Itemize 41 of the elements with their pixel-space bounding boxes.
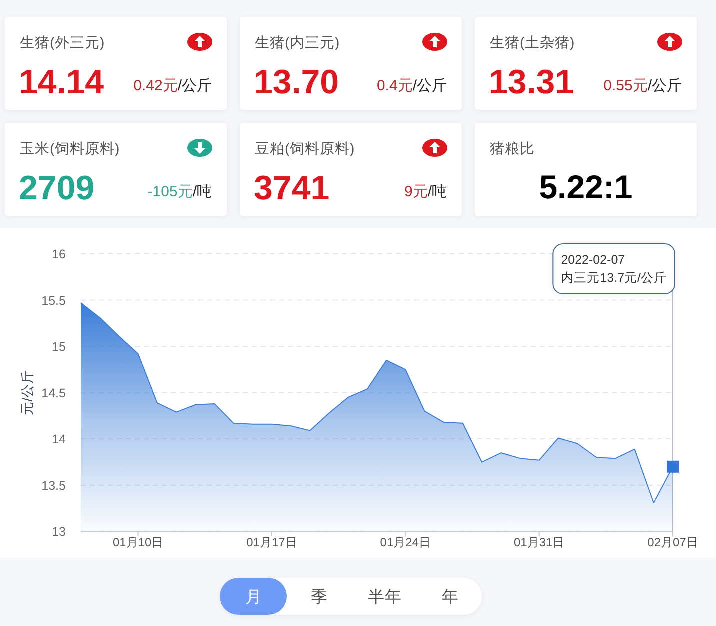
data-label: 9: [404, 184, 413, 200]
text: 元: [162, 78, 178, 94]
data-label: 3741: [254, 170, 330, 208]
y-axis-title: 元/公斤: [20, 370, 35, 416]
x-tick-label: 02月07日: [648, 536, 698, 550]
category-label: 季: [310, 588, 328, 606]
x-tick-label: 01月10日: [112, 536, 164, 550]
y-tick-label: 13.5: [42, 478, 66, 493]
y-tick-label: 16: [52, 248, 66, 262]
y-tick-label: 15.5: [42, 294, 66, 308]
text: 元: [178, 184, 193, 200]
text: 元: [412, 184, 428, 200]
y-tick-label: 14.5: [42, 386, 66, 400]
x-tick-label: 01月17日: [246, 536, 298, 550]
data-label: 2709: [19, 170, 95, 208]
x-tick-label: 01月31日: [514, 536, 565, 550]
x-tick-label: 01月24日: [380, 536, 431, 550]
text: 生猪(外三元): [20, 34, 105, 52]
data-label: 0.42: [134, 78, 163, 94]
y-tick-label: 14: [52, 432, 66, 447]
text: 元: [632, 78, 648, 94]
category-label: 半年: [368, 588, 402, 606]
text: 豆粕(饲料原料): [255, 140, 355, 158]
text: 生猪(土杂猪): [490, 34, 575, 52]
category-label: 年: [442, 588, 459, 606]
y-tick-label: 15: [52, 340, 66, 354]
text: 猪粮比: [490, 140, 535, 158]
data-label: 0.55: [604, 78, 633, 94]
data-label: 14.14: [19, 64, 104, 102]
text: /吨: [192, 184, 212, 200]
data-label: -105: [148, 184, 178, 200]
text: /公斤: [178, 78, 212, 94]
text: 玉米(饲料原料): [20, 140, 120, 158]
text: /吨: [428, 184, 447, 200]
data-label: 13.31: [489, 64, 574, 102]
text: /公斤: [648, 78, 682, 94]
data-label: 5.22: [539, 168, 604, 206]
category-label: 月: [245, 588, 262, 606]
text: :1: [603, 168, 633, 206]
annotation: 2022-02-07 内三元13.7元/公斤: [561, 253, 667, 285]
y-tick-label: 13: [52, 525, 66, 540]
